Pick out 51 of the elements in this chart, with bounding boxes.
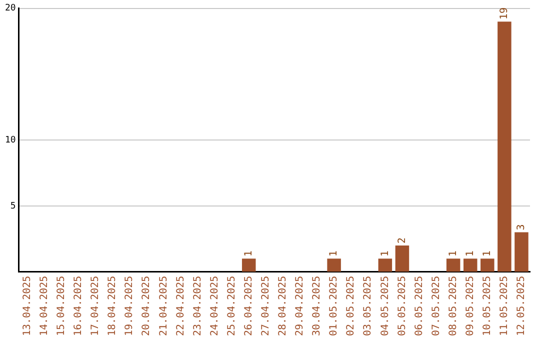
x-tick-label: 05.05.2025 xyxy=(396,276,408,336)
x-tick-label: 28.04.2025 xyxy=(278,276,289,336)
bar xyxy=(498,22,512,272)
x-tick-label: 29.04.2025 xyxy=(294,276,306,336)
data-label: 2 xyxy=(396,237,408,244)
bar xyxy=(378,258,392,272)
bar xyxy=(327,258,341,272)
x-tick-label: 27.04.2025 xyxy=(260,276,272,336)
x-tick-label: 03.05.2025 xyxy=(362,276,374,336)
y-tick-label: 20 xyxy=(4,4,16,14)
bar xyxy=(480,258,494,272)
bar xyxy=(395,245,410,272)
x-tick-label: 25.04.2025 xyxy=(226,276,238,336)
data-label: 1 xyxy=(448,250,459,257)
x-tick-label: 16.04.2025 xyxy=(73,276,84,336)
x-tick-label: 24.04.2025 xyxy=(209,276,220,336)
bar xyxy=(463,258,478,272)
x-tick-label: 22.04.2025 xyxy=(175,276,186,336)
x-tick-label: 10.05.2025 xyxy=(482,276,493,336)
data-label: 1 xyxy=(380,250,391,257)
x-tick-label: 01.05.2025 xyxy=(328,276,340,336)
x-tick-label: 21.04.2025 xyxy=(158,276,170,336)
bar xyxy=(514,232,528,272)
x-tick-label: 19.04.2025 xyxy=(124,276,136,336)
x-tick-label: 17.04.2025 xyxy=(90,276,102,336)
x-tick-label: 13.04.2025 xyxy=(22,276,33,336)
data-label: 19 xyxy=(499,8,510,20)
x-tick-label: 20.04.2025 xyxy=(141,276,152,336)
x-tick-label: 07.05.2025 xyxy=(430,276,442,336)
x-tick-label: 06.05.2025 xyxy=(414,276,425,336)
x-tick-label: 04.05.2025 xyxy=(380,276,391,336)
data-label: 1 xyxy=(328,250,340,257)
x-tick-label: 30.04.2025 xyxy=(312,276,323,336)
y-tick-label: 5 xyxy=(10,201,16,212)
x-tick-label: 15.04.2025 xyxy=(56,276,68,336)
x-tick-label: 11.05.2025 xyxy=(499,276,510,336)
bar xyxy=(446,258,460,272)
bar xyxy=(242,258,256,272)
data-label: 3 xyxy=(516,224,528,230)
x-tick-label: 09.05.2025 xyxy=(464,276,476,336)
x-tick-label: 18.04.2025 xyxy=(107,276,118,336)
data-label: 1 xyxy=(464,250,476,257)
y-tick-label: 10 xyxy=(4,135,16,146)
x-tick-label: 23.04.2025 xyxy=(192,276,204,336)
x-tick-label: 14.04.2025 xyxy=(38,276,50,336)
x-tick-label: 26.04.2025 xyxy=(243,276,254,336)
x-tick-label: 12.05.2025 xyxy=(516,276,528,336)
x-tick-label: 08.05.2025 xyxy=(448,276,459,336)
data-label: 1 xyxy=(243,250,254,257)
data-label: 1 xyxy=(482,250,493,257)
x-tick-label: 02.05.2025 xyxy=(346,276,357,336)
